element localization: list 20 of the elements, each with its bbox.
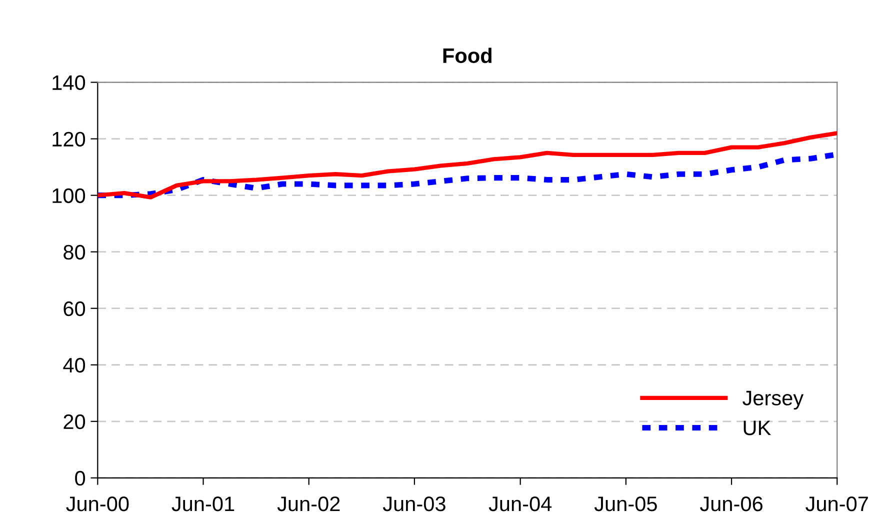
chart-title: Food (443, 48, 492, 64)
x-tick-label: Jun-05 (594, 496, 657, 512)
x-tick-label: Jun-00 (66, 496, 129, 512)
x-tick-label: Jun-04 (488, 496, 552, 512)
x-tick-label: Jun-06 (700, 496, 762, 512)
y-tick-label: 120 (52, 132, 86, 147)
x-tick-label: Jun-02 (277, 496, 340, 512)
x-tick-label: Jun-03 (382, 496, 446, 512)
y-tick-label: 80 (64, 244, 86, 260)
y-tick-label: 0 (75, 470, 86, 486)
legend-label: UK (744, 420, 771, 436)
x-tick-label: Jun-07 (806, 496, 868, 512)
y-tick-label: 20 (64, 414, 86, 430)
x-tick-label: Jun-01 (172, 496, 234, 512)
y-tick-label: 40 (63, 358, 86, 373)
y-tick-label: 60 (64, 301, 86, 316)
legend-label: Jersey (742, 390, 804, 410)
line-series (98, 131, 838, 200)
y-tick-label: 140 (52, 75, 86, 90)
y-tick-label: 100 (52, 188, 86, 204)
